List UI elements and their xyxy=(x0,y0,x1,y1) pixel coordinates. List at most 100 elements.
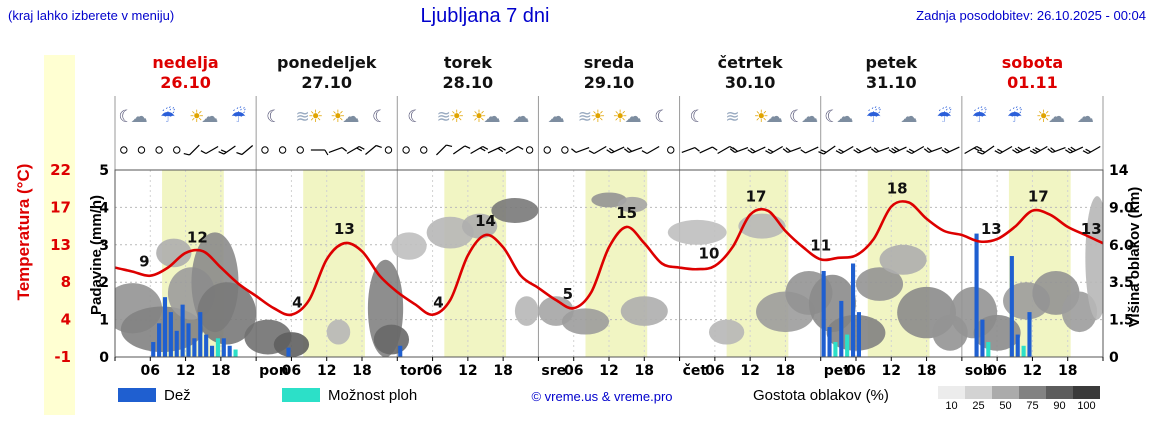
x-hour-label: 06 xyxy=(423,363,442,379)
weather-icon: ≋ xyxy=(437,107,451,127)
wind-calm-icon xyxy=(561,146,569,154)
x-day-abbr-label: tor xyxy=(400,363,423,379)
wind-barb-icon xyxy=(310,149,329,156)
menu-hint: (kraj lahko izberete v meniju) xyxy=(8,8,175,23)
wind-barb-icon xyxy=(888,146,907,154)
weather-icon: ☾ xyxy=(690,107,705,127)
cloud-blob xyxy=(461,213,498,239)
weather-icon: ≋ xyxy=(578,107,592,127)
wind-calm-icon xyxy=(278,146,287,154)
weather-icon: ☁ xyxy=(900,107,917,127)
wind-barb-icon xyxy=(994,145,1013,155)
wind-barb-icon xyxy=(1012,146,1031,154)
weather-icon: ☁ xyxy=(625,107,642,127)
weather-icon: ☾ xyxy=(654,107,669,127)
temperature-tick-label: 8 xyxy=(61,273,71,291)
density-tick-label: 90 xyxy=(1053,400,1066,412)
day-name-label: petek xyxy=(866,53,918,72)
rain-bar xyxy=(192,338,197,357)
x-hour-label: 18 xyxy=(211,363,230,379)
x-hour-label: 06 xyxy=(987,363,1006,379)
density-tick-label: 10 xyxy=(945,400,958,412)
x-hour-label: 12 xyxy=(1023,363,1042,379)
weather-icon: ☀ xyxy=(330,107,345,127)
precip-tick-label: 1 xyxy=(99,313,109,329)
day-date-label: 30.10 xyxy=(725,73,776,92)
wind-barb-icon xyxy=(183,144,200,156)
wind-barb-icon xyxy=(765,145,783,155)
cloud-blob xyxy=(617,196,648,213)
weather-icon: ☀ xyxy=(449,107,464,127)
rain-bar xyxy=(198,312,203,357)
copyright-link[interactable]: © vreme.us & vreme.pro xyxy=(531,389,673,404)
wind-barb-icon xyxy=(729,147,749,153)
wind-calm-icon xyxy=(543,146,551,154)
wind-calm-icon xyxy=(155,146,163,154)
precip-tick-label: 2 xyxy=(99,275,109,291)
wind-barb-icon xyxy=(747,146,766,154)
cloud-blob xyxy=(856,267,904,301)
rain-bar xyxy=(286,347,291,357)
weather-icon: ☀ xyxy=(613,107,628,127)
temperature-tick-label: -1 xyxy=(54,348,71,366)
shower-bar xyxy=(833,342,838,357)
day-date-label: 29.10 xyxy=(584,73,635,92)
cloud-blob xyxy=(326,319,351,345)
wind-barb-icon xyxy=(588,145,607,155)
wind-calm-icon xyxy=(120,146,128,154)
wind-barb-icon xyxy=(870,147,890,153)
weather-icon: ☀ xyxy=(189,107,204,127)
cloud-blob xyxy=(391,232,427,260)
temperature-tick-label: 13 xyxy=(50,236,71,254)
shower-bar xyxy=(1021,345,1026,357)
wind-calm-icon xyxy=(296,146,304,154)
cloud-blob xyxy=(491,198,539,223)
weather-icon: ☔ xyxy=(866,106,881,127)
wind-calm-icon xyxy=(525,146,534,154)
wind-barb-icon xyxy=(800,146,819,154)
temperature-point-label: 17 xyxy=(1028,188,1049,206)
weather-icon: ☁ xyxy=(484,107,501,127)
temperature-point-label: 12 xyxy=(187,228,208,246)
temperature-point-label: 9 xyxy=(139,253,149,271)
day-band xyxy=(1008,170,1071,357)
x-hour-label: 18 xyxy=(776,363,795,379)
density-tick-label: 75 xyxy=(1026,400,1039,412)
weather-icon: ☀ xyxy=(754,107,769,127)
wind-calm-icon xyxy=(402,146,410,154)
weather-icon: ☀ xyxy=(471,107,486,127)
temperature-point-label: 4 xyxy=(433,293,443,311)
weather-icon: ☁ xyxy=(548,107,565,127)
wind-calm-icon xyxy=(137,146,146,154)
wind-barb-icon xyxy=(200,145,219,155)
temperature-point-label: 13 xyxy=(334,220,355,238)
wind-calm-icon xyxy=(420,146,428,154)
weather-icon: ≋ xyxy=(295,107,309,127)
cloud-blob xyxy=(1085,196,1103,320)
density-tick-label: 100 xyxy=(1077,400,1096,412)
x-hour-label: 18 xyxy=(917,363,936,379)
wind-barb-icon xyxy=(365,144,382,155)
rain-bar xyxy=(186,323,191,357)
weather-icon: ☔ xyxy=(1007,106,1022,127)
wind-barb-icon xyxy=(436,144,453,156)
rain-bar xyxy=(398,345,403,357)
x-hour-label: 12 xyxy=(740,363,759,379)
weather-icon: ☁ xyxy=(766,107,783,127)
temperature-point-label: 11 xyxy=(810,236,831,254)
temperature-tick-label: 22 xyxy=(50,161,71,179)
density-tick-label: 50 xyxy=(999,400,1012,412)
weather-icon: ☾ xyxy=(266,107,281,127)
temperature-axis-strip xyxy=(44,55,75,415)
temperature-tick-label: 17 xyxy=(50,198,71,216)
day-name-label: četrtek xyxy=(718,53,783,72)
density-scale-cell xyxy=(965,386,992,399)
wind-barb-icon xyxy=(641,145,660,155)
day-date-label: 01.11 xyxy=(1007,73,1058,92)
rain-bar xyxy=(151,342,156,357)
cloud-blob xyxy=(620,296,668,326)
density-scale-cell xyxy=(938,386,965,399)
temperature-point-label: 13 xyxy=(1081,220,1102,238)
cloud-blob xyxy=(591,192,627,208)
